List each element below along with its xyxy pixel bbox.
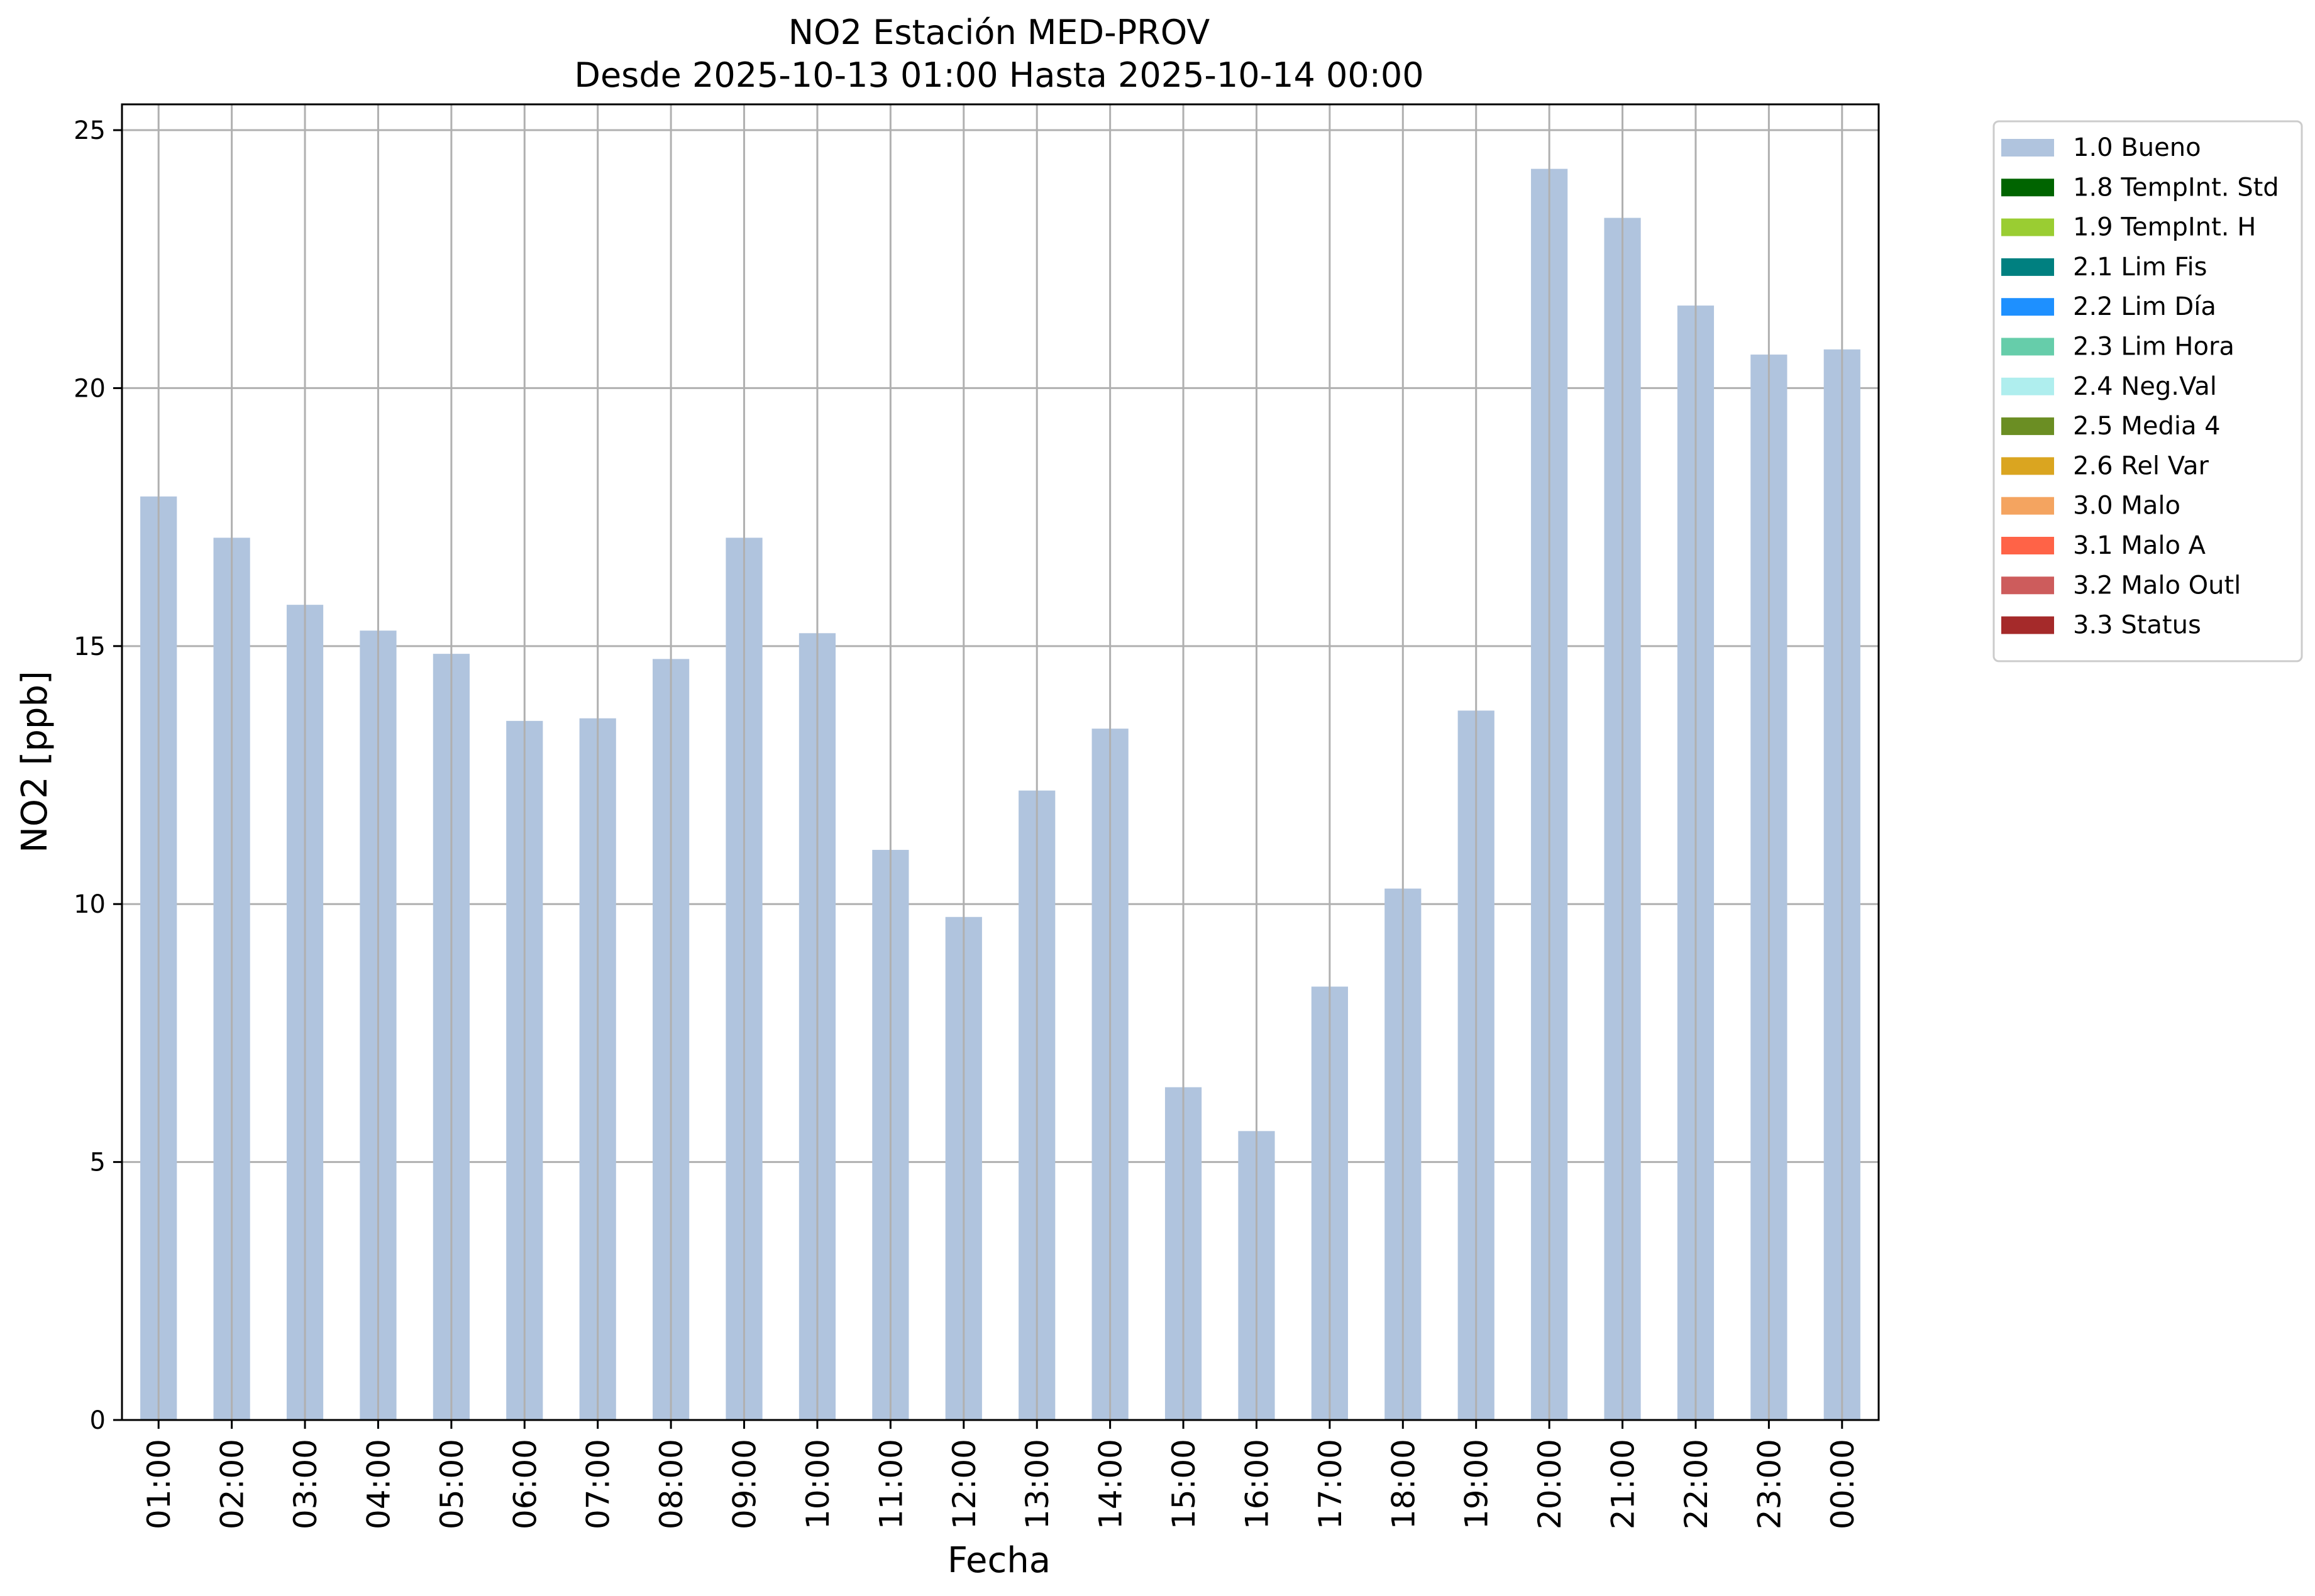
x-tick-label: 20:00 xyxy=(1532,1439,1568,1529)
legend-label: 1.9 TempInt. H xyxy=(2073,213,2256,242)
chart-title-line: NO2 Estación MED-PROV xyxy=(788,13,1210,52)
x-tick-label: 04:00 xyxy=(360,1439,397,1529)
x-tick-label: 11:00 xyxy=(873,1439,909,1529)
x-tick-label: 15:00 xyxy=(1166,1439,1202,1529)
legend-swatch xyxy=(2001,417,2054,436)
legend-swatch xyxy=(2001,218,2054,236)
legend-swatch xyxy=(2001,258,2054,276)
legend-label: 2.2 Lim Día xyxy=(2073,292,2216,321)
x-tick-label: 18:00 xyxy=(1385,1439,1422,1529)
x-tick-label: 06:00 xyxy=(507,1439,543,1529)
legend-label: 3.0 Malo xyxy=(2073,492,2180,520)
x-axis: 01:00 02:00 03:00 04:00 05:00 06:00 07:00 08:00… xyxy=(141,1420,1861,1529)
x-tick-label: 22:00 xyxy=(1678,1439,1715,1529)
legend-label: 1.0 Bueno xyxy=(2073,133,2201,162)
y-tick-label: 10 xyxy=(74,890,106,919)
legend-swatch xyxy=(2001,139,2054,157)
x-tick-label: 09:00 xyxy=(727,1439,763,1529)
legend-label: 2.3 Lim Hora xyxy=(2073,333,2235,361)
legend-swatch xyxy=(2001,497,2054,515)
x-tick-label: 17:00 xyxy=(1312,1439,1349,1529)
legend-swatch xyxy=(2001,537,2054,554)
legend-label: 3.2 Malo Outl xyxy=(2073,571,2241,600)
x-tick-label: 12:00 xyxy=(946,1439,983,1529)
legend-label: 3.3 Status xyxy=(2073,611,2201,640)
legend-swatch xyxy=(2001,298,2054,316)
vertical-grid xyxy=(157,104,1843,1420)
legend: 1.0 Bueno 1.8 TempInt. Std 1.9 TempInt. H 2… xyxy=(1992,120,2303,663)
legend-swatch xyxy=(2001,377,2054,395)
legend-swatch xyxy=(2001,616,2054,634)
x-tick-label: 16:00 xyxy=(1239,1439,1275,1529)
legend-box xyxy=(1992,120,2303,663)
y-tick-label: 0 xyxy=(90,1406,106,1435)
x-tick-label: 05:00 xyxy=(434,1439,470,1529)
legend-swatch xyxy=(2001,457,2054,475)
x-tick-label: 13:00 xyxy=(1019,1439,1056,1529)
y-tick-label: 15 xyxy=(74,632,106,661)
plot-frame xyxy=(121,103,1880,1421)
x-tick-label: 03:00 xyxy=(287,1439,324,1529)
chart-title-line: Desde 2025-10-13 01:00 Hasta 2025-10-14 … xyxy=(574,55,1423,95)
x-tick-label: 14:00 xyxy=(1093,1439,1129,1529)
x-tick-label: 01:00 xyxy=(141,1439,177,1529)
x-tick-label: 19:00 xyxy=(1459,1439,1495,1529)
x-tick-label: 08:00 xyxy=(653,1439,690,1529)
x-axis-title: Fecha xyxy=(948,1540,1051,1581)
x-tick-label: 10:00 xyxy=(800,1439,836,1529)
y-tick-label: 20 xyxy=(74,374,106,403)
legend-swatch xyxy=(2001,338,2054,356)
y-tick-label: 25 xyxy=(74,116,106,145)
legend-swatch xyxy=(2001,179,2054,197)
x-tick-label: 02:00 xyxy=(214,1439,251,1529)
x-tick-label: 07:00 xyxy=(580,1439,617,1529)
y-axis: 0 5 10 15 20 25 xyxy=(74,116,122,1435)
legend-swatch xyxy=(2001,576,2054,595)
legend-label: 1.8 TempInt. Std xyxy=(2073,173,2279,202)
legend-label: 2.6 Rel Var xyxy=(2073,451,2209,480)
legend-label: 2.1 Lim Fis xyxy=(2073,253,2207,282)
legend-label: 3.1 Malo A xyxy=(2073,531,2206,560)
x-tick-label: 23:00 xyxy=(1751,1439,1787,1529)
y-axis-title: NO2 [ppb] xyxy=(14,671,55,853)
legend-label: 2.5 Media 4 xyxy=(2073,412,2221,441)
y-tick-label: 5 xyxy=(90,1148,106,1177)
x-tick-label: 21:00 xyxy=(1605,1439,1642,1529)
x-tick-label: 00:00 xyxy=(1825,1439,1861,1529)
legend-label: 2.4 Neg.Val xyxy=(2073,372,2217,401)
